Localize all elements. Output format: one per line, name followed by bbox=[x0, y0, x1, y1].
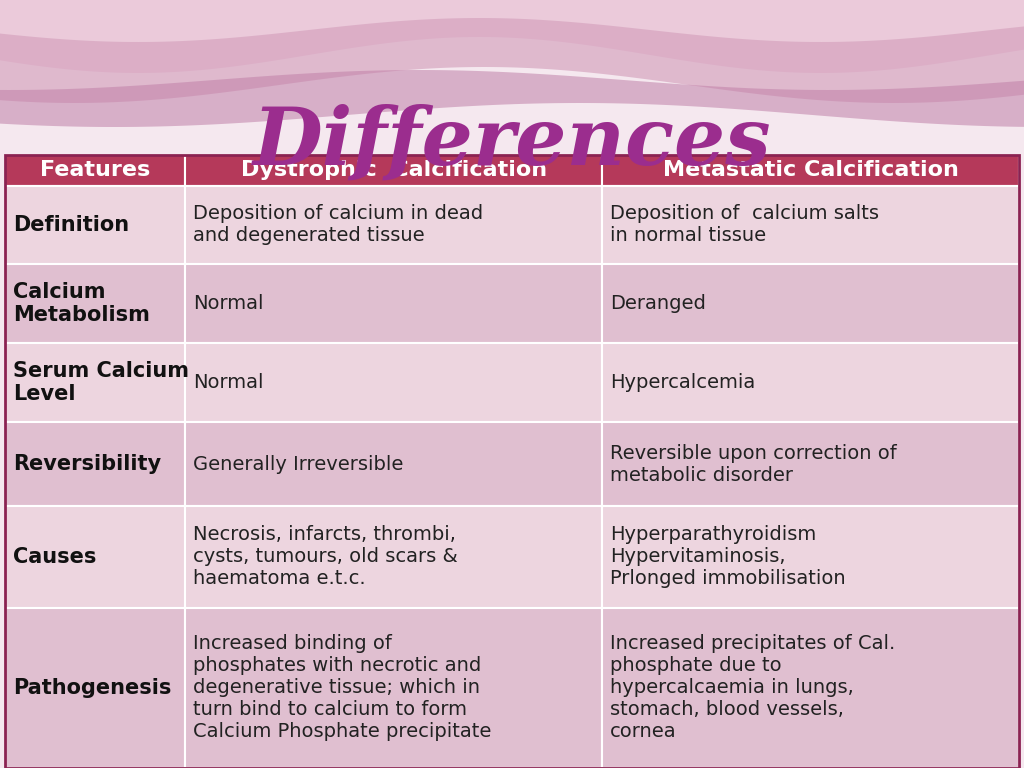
Polygon shape bbox=[0, 0, 1024, 73]
Bar bbox=[602, 186, 1019, 264]
Text: Reversibility: Reversibility bbox=[13, 454, 161, 474]
Bar bbox=[5, 186, 185, 264]
Text: Hypercalcemia: Hypercalcemia bbox=[610, 373, 756, 392]
Text: Deranged: Deranged bbox=[610, 294, 707, 313]
Bar bbox=[5, 506, 185, 607]
Text: Features: Features bbox=[40, 161, 151, 180]
Text: Pathogenesis: Pathogenesis bbox=[13, 678, 171, 698]
Text: Increased binding of
phosphates with necrotic and
degenerative tissue; which in
: Increased binding of phosphates with nec… bbox=[194, 634, 492, 741]
Text: Differences: Differences bbox=[253, 104, 771, 181]
Bar bbox=[0, 0, 1024, 165]
Text: Increased precipitates of Cal.
phosphate due to
hypercalcaemia in lungs,
stomach: Increased precipitates of Cal. phosphate… bbox=[610, 634, 896, 741]
Text: Deposition of  calcium salts
in normal tissue: Deposition of calcium salts in normal ti… bbox=[610, 204, 880, 246]
Text: Hyperparathyroidism
Hypervitaminosis,
Prlonged immobilisation: Hyperparathyroidism Hypervitaminosis, Pr… bbox=[610, 525, 846, 588]
Bar bbox=[185, 343, 602, 422]
Bar bbox=[602, 264, 1019, 343]
Text: Reversible upon correction of
metabolic disorder: Reversible upon correction of metabolic … bbox=[610, 444, 897, 485]
Bar bbox=[602, 155, 1019, 186]
Bar bbox=[185, 155, 602, 186]
Bar bbox=[5, 155, 185, 186]
Text: Dystrophic  Calcification: Dystrophic Calcification bbox=[241, 161, 547, 180]
Text: Necrosis, infarcts, thrombi,
cysts, tumours, old scars &
haematoma e.t.c.: Necrosis, infarcts, thrombi, cysts, tumo… bbox=[194, 525, 459, 588]
Bar bbox=[602, 422, 1019, 506]
Bar bbox=[185, 506, 602, 607]
Text: Definition: Definition bbox=[13, 215, 129, 235]
Text: Calcium
Metabolism: Calcium Metabolism bbox=[13, 282, 150, 326]
Bar bbox=[5, 155, 1019, 768]
Polygon shape bbox=[0, 70, 1024, 127]
Polygon shape bbox=[0, 18, 1024, 103]
Text: Metastatic Calcification: Metastatic Calcification bbox=[663, 161, 958, 180]
Bar bbox=[5, 264, 185, 343]
Text: Normal: Normal bbox=[194, 294, 264, 313]
Bar bbox=[185, 422, 602, 506]
Text: Deposition of calcium in dead
and degenerated tissue: Deposition of calcium in dead and degene… bbox=[194, 204, 483, 246]
Bar bbox=[602, 506, 1019, 607]
Bar bbox=[602, 607, 1019, 768]
Bar bbox=[5, 343, 185, 422]
Bar bbox=[185, 186, 602, 264]
Bar bbox=[5, 607, 185, 768]
Text: Normal: Normal bbox=[194, 373, 264, 392]
Text: Generally Irreversible: Generally Irreversible bbox=[194, 455, 403, 474]
Bar bbox=[5, 422, 185, 506]
Bar bbox=[602, 343, 1019, 422]
Text: Causes: Causes bbox=[13, 547, 96, 567]
Bar bbox=[185, 264, 602, 343]
Text: Serum Calcium
Level: Serum Calcium Level bbox=[13, 361, 189, 404]
Bar bbox=[185, 607, 602, 768]
